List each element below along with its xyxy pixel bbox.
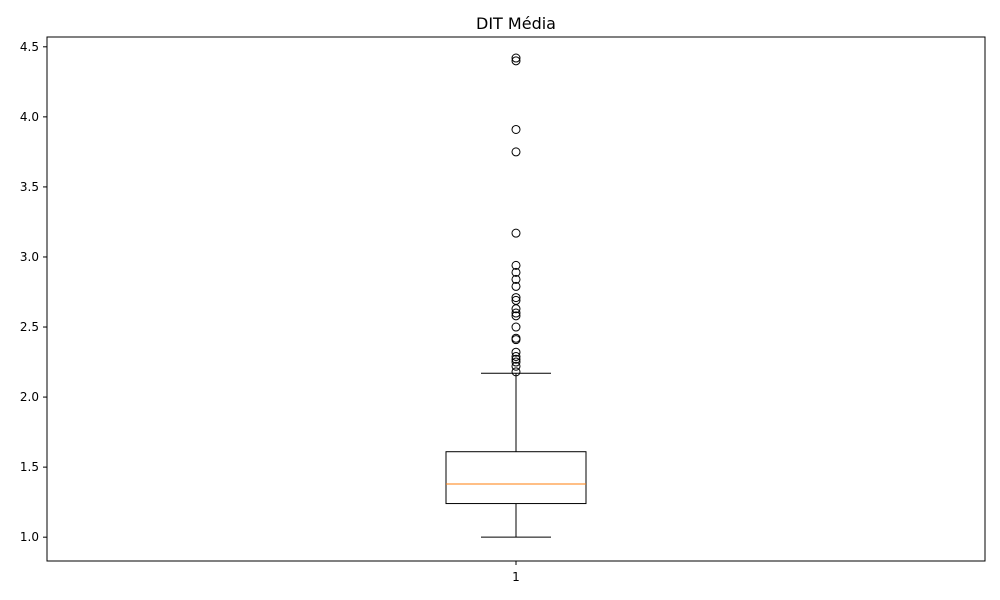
- y-tick-label: 1.0: [20, 530, 39, 544]
- chart-title: DIT Média: [476, 14, 556, 33]
- x-tick-label: 1: [512, 570, 520, 584]
- outlier-point: [511, 308, 521, 318]
- outlier-point: [511, 347, 521, 357]
- outlier-point: [511, 267, 521, 277]
- outlier-point: [511, 56, 521, 66]
- outlier-point: [511, 354, 521, 364]
- outlier-point: [511, 295, 521, 305]
- y-tick-label: 1.5: [20, 460, 39, 474]
- plot-layer: [445, 53, 587, 538]
- outlier-point: [511, 53, 521, 63]
- outlier-point: [511, 260, 521, 270]
- y-tick-label: 3.0: [20, 250, 39, 264]
- outlier-point: [511, 322, 521, 332]
- outlier-point: [511, 293, 521, 303]
- y-tick-label: 2.5: [20, 320, 39, 334]
- y-tick-label: 4.5: [20, 40, 39, 54]
- axes-layer: 1.0 1.5 2.0 2.5 3.0 3.5 4.0 4.5 1: [20, 40, 520, 584]
- outlier-point: [511, 281, 521, 291]
- plot-frame: [46, 36, 986, 562]
- outlier-point: [511, 228, 521, 238]
- y-tick-label: 3.5: [20, 180, 39, 194]
- outlier-point: [511, 147, 521, 157]
- outlier-point: [511, 311, 521, 321]
- y-tick-label: 2.0: [20, 390, 39, 404]
- y-tick-label: 4.0: [20, 110, 39, 124]
- outlier-point: [511, 124, 521, 134]
- outlier-point: [511, 333, 521, 343]
- outlier-point: [511, 351, 521, 361]
- outlier-point: [511, 367, 521, 377]
- outlier-point: [511, 274, 521, 284]
- iqr-box: [445, 451, 587, 505]
- outlier-point: [511, 361, 521, 371]
- outlier-point: [511, 357, 521, 367]
